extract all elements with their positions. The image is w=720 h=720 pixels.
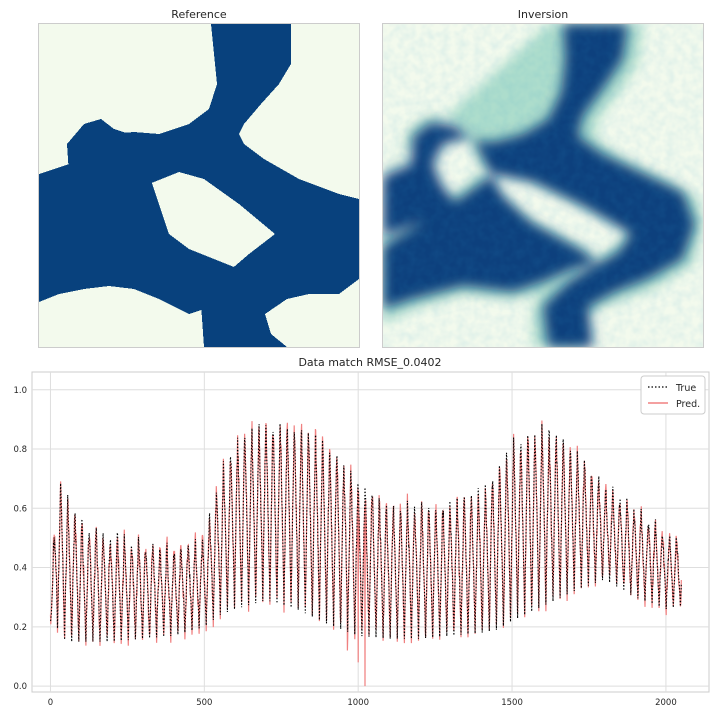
reference-title: Reference: [171, 8, 227, 21]
grid: [32, 372, 709, 692]
x-tick-labels: 0 500 1000 1500 2000: [48, 698, 677, 708]
reference-channel: [39, 24, 359, 347]
y-tick-label: 0.2: [13, 623, 27, 633]
y-tick-label: 0.4: [13, 564, 27, 574]
x-tick-label: 1000: [347, 698, 369, 708]
legend-box: [640, 375, 706, 415]
inversion-channel: [383, 24, 703, 347]
x-tick-label: 0: [48, 698, 53, 708]
legend-true-label: True: [675, 383, 696, 394]
y-tick-label: 1.0: [13, 386, 27, 396]
y-tick-label: 0.0: [13, 682, 27, 692]
chart-title: Data match RMSE_0.0402: [298, 356, 441, 369]
y-tick-label: 0.8: [13, 445, 27, 455]
x-tick-label: 2000: [655, 698, 677, 708]
inversion-title: Inversion: [517, 8, 569, 21]
y-tick-labels: 0.0 0.2 0.4 0.6 0.8 1.0: [13, 386, 27, 692]
legend-pred-label: Pred.: [676, 399, 700, 410]
y-tick-label: 0.6: [13, 504, 27, 514]
data-match-chart: Data match RMSE_0.0402 0 500 1000 1500 2000 …: [13, 356, 710, 708]
true-series-line: [49, 423, 682, 642]
x-tick-label: 1500: [501, 698, 523, 708]
legend: True Pred.: [640, 375, 706, 415]
series-lines: [49, 420, 682, 687]
reference-map: [38, 23, 360, 348]
x-tick-label: 500: [196, 698, 212, 708]
inversion-map: [382, 23, 704, 348]
